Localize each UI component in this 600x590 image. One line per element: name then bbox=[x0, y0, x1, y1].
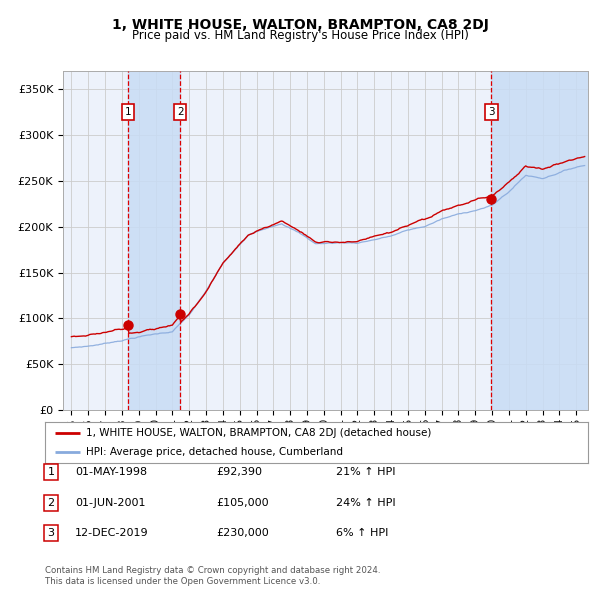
Text: 01-JUN-2001: 01-JUN-2001 bbox=[75, 498, 146, 507]
Text: This data is licensed under the Open Government Licence v3.0.: This data is licensed under the Open Gov… bbox=[45, 577, 320, 586]
Text: 3: 3 bbox=[488, 107, 495, 117]
Text: Price paid vs. HM Land Registry's House Price Index (HPI): Price paid vs. HM Land Registry's House … bbox=[131, 30, 469, 42]
Bar bbox=[128, 71, 180, 410]
Text: 6% ↑ HPI: 6% ↑ HPI bbox=[336, 529, 388, 538]
Text: 1, WHITE HOUSE, WALTON, BRAMPTON, CA8 2DJ (detached house): 1, WHITE HOUSE, WALTON, BRAMPTON, CA8 2D… bbox=[86, 428, 431, 438]
Text: 2: 2 bbox=[47, 498, 55, 507]
Text: 24% ↑ HPI: 24% ↑ HPI bbox=[336, 498, 395, 507]
Text: £92,390: £92,390 bbox=[216, 467, 262, 477]
Text: 1: 1 bbox=[125, 107, 131, 117]
Text: Contains HM Land Registry data © Crown copyright and database right 2024.: Contains HM Land Registry data © Crown c… bbox=[45, 566, 380, 575]
Text: £230,000: £230,000 bbox=[216, 529, 269, 538]
Text: 3: 3 bbox=[47, 529, 55, 538]
Text: £105,000: £105,000 bbox=[216, 498, 269, 507]
Text: 21% ↑ HPI: 21% ↑ HPI bbox=[336, 467, 395, 477]
Bar bbox=[491, 71, 600, 410]
Text: 12-DEC-2019: 12-DEC-2019 bbox=[75, 529, 149, 538]
Text: HPI: Average price, detached house, Cumberland: HPI: Average price, detached house, Cumb… bbox=[86, 447, 343, 457]
Text: 1, WHITE HOUSE, WALTON, BRAMPTON, CA8 2DJ: 1, WHITE HOUSE, WALTON, BRAMPTON, CA8 2D… bbox=[112, 18, 488, 32]
Text: 01-MAY-1998: 01-MAY-1998 bbox=[75, 467, 147, 477]
Text: 2: 2 bbox=[177, 107, 184, 117]
Text: 1: 1 bbox=[47, 467, 55, 477]
